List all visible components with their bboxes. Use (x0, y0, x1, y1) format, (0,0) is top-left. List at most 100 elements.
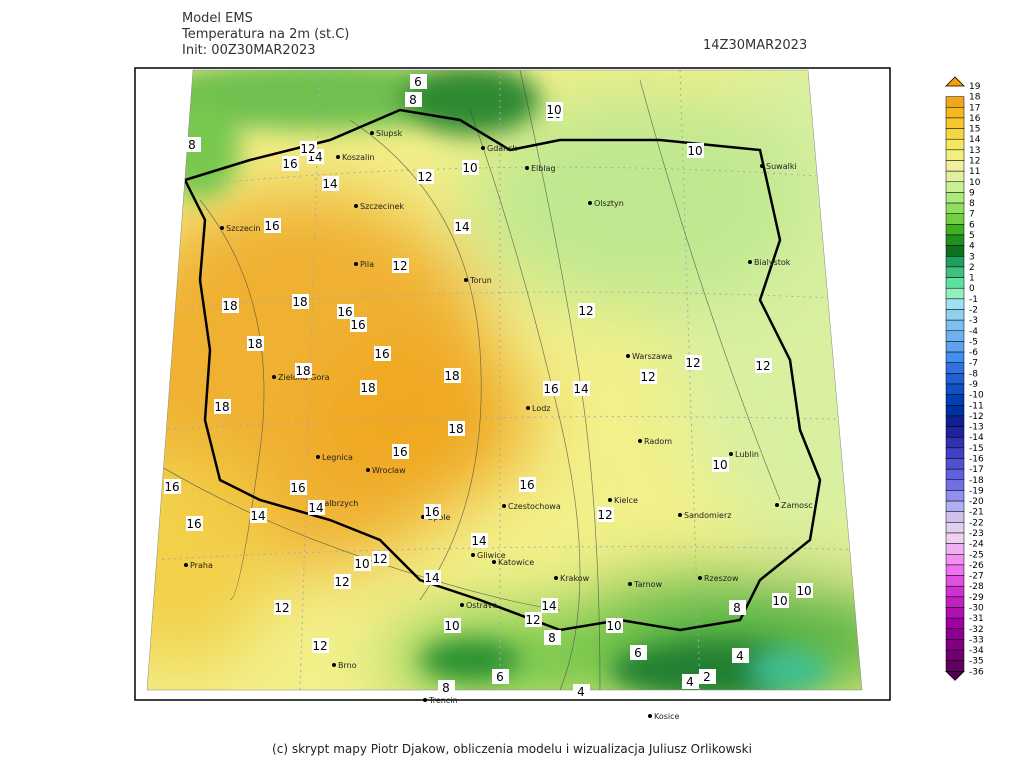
legend-label: 3 (969, 252, 975, 262)
city-dot (354, 262, 358, 266)
legend-swatch (945, 585, 965, 598)
legend-swatch (945, 277, 965, 289)
legend-label: -8 (969, 369, 978, 379)
city-name: Krakow (560, 574, 590, 583)
contour-label: 16 (350, 318, 365, 332)
contour-label-box (448, 421, 465, 436)
contour-label: 8 (188, 138, 196, 152)
legend-swatch (945, 660, 965, 672)
city-dot (628, 582, 632, 586)
legend-swatch (945, 234, 965, 246)
city-name: Lublin (735, 450, 759, 459)
city-name: Gliwice (477, 551, 506, 560)
contour-label: 8 (733, 601, 741, 615)
contour-label: 14 (308, 501, 323, 515)
cities: Slupsk Gdansk Elblag Olsztyn Suwalki Koszalin… (184, 129, 813, 721)
contour-label-box (772, 593, 789, 608)
contour-label: 12 (312, 639, 327, 653)
contour-label: 12 (392, 259, 407, 273)
contour-label-box (519, 477, 536, 492)
contour-label: 16 (374, 347, 389, 361)
legend-label: 9 (969, 188, 975, 198)
city-name: Katowice (498, 558, 534, 567)
legend-label: 12 (969, 157, 980, 167)
legend-swatch (945, 256, 965, 268)
contour-label-box (578, 303, 595, 318)
contour-label: 8 (409, 93, 417, 107)
contour-label-box (247, 336, 264, 351)
contour-label-box (444, 368, 461, 383)
city-dot (638, 439, 642, 443)
contour-labels: 6810812161410101014121416121818161616121… (164, 74, 813, 699)
contour-label: 8 (548, 631, 556, 645)
contour-label: 12 (372, 552, 387, 566)
legend-label: 14 (969, 135, 981, 145)
city-name: Radom (644, 437, 672, 446)
contour-label: 10 (712, 458, 727, 472)
contour-label: 4 (577, 685, 585, 699)
contour-label-box (543, 381, 560, 396)
legend-swatch (945, 149, 965, 161)
legend-swatch (945, 373, 965, 385)
legend-label: -2 (969, 306, 978, 316)
legend-label: -24 (969, 540, 984, 550)
model-name: Model EMS (182, 11, 253, 26)
contour-label: 12 (274, 601, 289, 615)
city-name: Koszalin (342, 153, 375, 162)
legend-swatch (945, 245, 965, 257)
legend-label: -12 (969, 412, 984, 422)
contour-label: 14 (454, 220, 469, 234)
legend-swatch (945, 649, 965, 661)
legend-label: 1 (969, 274, 975, 284)
contour-label: 18 (247, 337, 262, 351)
legend-swatch (945, 117, 965, 129)
contour-label-box (295, 363, 312, 378)
legend-label: 15 (969, 125, 980, 135)
contour-label-box (354, 556, 371, 571)
city-name: Torun (469, 276, 492, 285)
init-time: Init: 00Z30MAR2023 (182, 43, 316, 58)
city-dot (588, 201, 592, 205)
contour-label: 14 (541, 599, 556, 613)
contour-label-box (541, 598, 558, 613)
contour-label-box (372, 551, 389, 566)
legend-swatch (945, 458, 965, 470)
city-dot (608, 498, 612, 502)
legend-label: -23 (969, 529, 984, 539)
legend-label: 0 (969, 284, 975, 294)
city-dot (316, 455, 320, 459)
contour-label-box (184, 137, 201, 152)
city-dot (748, 260, 752, 264)
contour-label-box (392, 258, 409, 273)
city-name: Szczecinek (360, 202, 404, 211)
contour-label-box (682, 674, 699, 689)
contour-label: 14 (250, 509, 265, 523)
contour-label-box (424, 570, 441, 585)
city-dot (492, 560, 496, 564)
contour-label: 16 (392, 445, 407, 459)
city-name: Slupsk (376, 129, 403, 138)
legend-swatch (945, 394, 965, 406)
legend-label: -20 (969, 497, 984, 507)
legend-label: -31 (969, 614, 984, 624)
contour-label-box (544, 630, 561, 645)
city-name: Wroclaw (372, 466, 406, 475)
contour-label-box (438, 680, 455, 695)
contour-label-box (392, 444, 409, 459)
contour-label-box (462, 160, 479, 175)
legend-swatch (945, 468, 965, 481)
legend-label: -27 (969, 572, 984, 582)
contour-label-box (405, 92, 422, 107)
legend-swatch (945, 554, 965, 566)
contour-label: 14 (471, 534, 486, 548)
contour-label-box (222, 298, 239, 313)
legend-swatch (945, 405, 965, 417)
city-name: Brno (338, 661, 357, 670)
legend-label: 19 (969, 82, 981, 92)
contour-label-box (300, 141, 317, 156)
contour-label-box (573, 381, 590, 396)
city-name: Ostrava (466, 601, 498, 610)
city-dot (502, 504, 506, 508)
legend-label: -25 (969, 550, 984, 560)
contour-label-box (712, 457, 729, 472)
